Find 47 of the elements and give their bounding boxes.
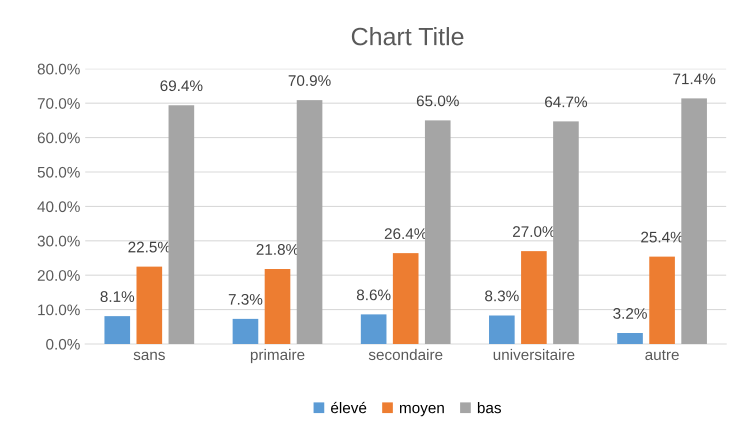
y-tick-label: 30.0% <box>38 236 80 246</box>
bar <box>232 318 258 344</box>
bar <box>360 314 386 344</box>
y-tick-label: 10.0% <box>38 304 80 316</box>
legend-label: moyen <box>400 404 444 416</box>
bar <box>681 98 707 344</box>
x-tick-label: universitaire <box>494 348 574 360</box>
x-tick-label: autre <box>645 350 679 360</box>
data-label: 70.9% <box>288 75 331 86</box>
bar <box>104 316 130 344</box>
y-tick-label: 50.0% <box>38 166 80 178</box>
y-tick-label: 0.0% <box>46 338 80 350</box>
y-tick-label: 80.0% <box>38 64 80 74</box>
data-label: 21.8% <box>256 244 299 255</box>
bar <box>521 251 547 344</box>
data-label: 8.3% <box>485 290 519 302</box>
bar <box>617 332 643 344</box>
bar <box>136 266 162 344</box>
data-label: 25.4% <box>641 232 684 242</box>
x-tick-label: secondaire <box>368 348 442 360</box>
data-label: 8.6% <box>356 289 391 300</box>
data-label: 22.5% <box>128 242 170 252</box>
data-label: 27.0% <box>513 226 556 237</box>
bar <box>296 100 322 344</box>
bar <box>649 256 675 344</box>
legend-label: élevé <box>331 402 366 414</box>
bar <box>264 269 290 344</box>
y-tick-label: 60.0% <box>38 132 80 144</box>
data-label: 71.4% <box>673 74 716 84</box>
bar <box>489 315 515 344</box>
data-label: 64.7% <box>545 96 588 108</box>
data-label: 69.4% <box>160 80 202 92</box>
x-tick-label: sans <box>134 352 165 360</box>
y-tick-label: 70.0% <box>38 98 80 109</box>
y-tick-label: 40.0% <box>37 201 80 212</box>
data-label: 7.3% <box>228 294 262 305</box>
bar <box>553 121 579 344</box>
data-label: 3.2% <box>613 308 647 319</box>
bar <box>392 253 419 344</box>
data-label: 8.1% <box>100 291 134 302</box>
y-tick-label: 20.0% <box>38 270 80 281</box>
data-label: 65.0% <box>416 95 459 106</box>
chart-title: Chart Title <box>352 27 464 46</box>
x-tick-label: primaire <box>250 348 304 364</box>
bar <box>168 105 194 344</box>
bar <box>424 120 451 344</box>
legend-label: bas <box>478 402 501 414</box>
